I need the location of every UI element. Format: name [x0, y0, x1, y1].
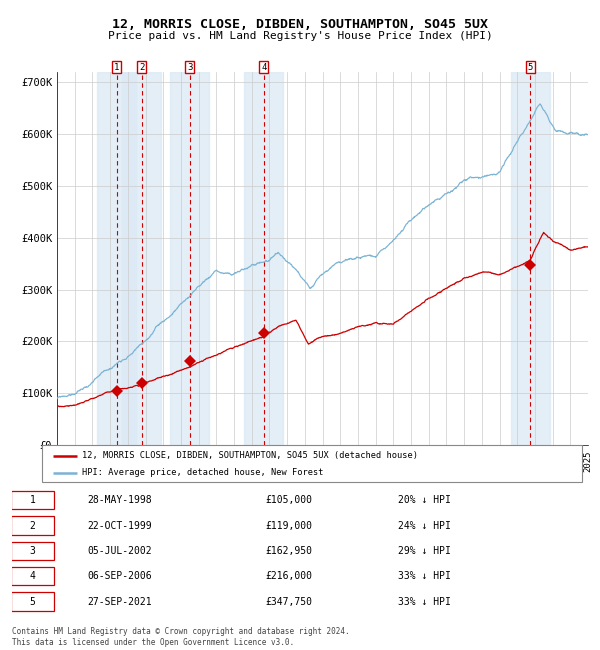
Text: Contains HM Land Registry data © Crown copyright and database right 2024.
This d: Contains HM Land Registry data © Crown c… [12, 627, 350, 647]
Text: 27-SEP-2021: 27-SEP-2021 [87, 597, 152, 606]
Text: 1: 1 [114, 62, 119, 72]
Text: 1: 1 [29, 495, 35, 505]
FancyBboxPatch shape [42, 445, 582, 482]
Text: 22-OCT-1999: 22-OCT-1999 [87, 521, 152, 530]
FancyBboxPatch shape [11, 567, 54, 586]
Text: 24% ↓ HPI: 24% ↓ HPI [398, 521, 451, 530]
Text: 3: 3 [29, 546, 35, 556]
Bar [511, 72, 550, 445]
Text: 20% ↓ HPI: 20% ↓ HPI [398, 495, 451, 505]
Text: 4: 4 [261, 62, 266, 72]
Text: 12, MORRIS CLOSE, DIBDEN, SOUTHAMPTON, SO45 5UX (detached house): 12, MORRIS CLOSE, DIBDEN, SOUTHAMPTON, S… [83, 451, 419, 460]
Text: 5: 5 [29, 597, 35, 606]
Text: 12, MORRIS CLOSE, DIBDEN, SOUTHAMPTON, SO45 5UX: 12, MORRIS CLOSE, DIBDEN, SOUTHAMPTON, S… [112, 18, 488, 31]
Text: 5: 5 [527, 62, 533, 72]
Text: 29% ↓ HPI: 29% ↓ HPI [398, 546, 451, 556]
Text: HPI: Average price, detached house, New Forest: HPI: Average price, detached house, New … [83, 469, 324, 477]
Text: 2: 2 [29, 521, 35, 530]
FancyBboxPatch shape [11, 541, 54, 560]
Text: 28-MAY-1998: 28-MAY-1998 [87, 495, 152, 505]
FancyBboxPatch shape [11, 516, 54, 535]
Text: 3: 3 [187, 62, 193, 72]
Bar [244, 72, 283, 445]
Text: 33% ↓ HPI: 33% ↓ HPI [398, 597, 451, 606]
FancyBboxPatch shape [11, 491, 54, 510]
Bar [170, 72, 209, 445]
Text: £162,950: £162,950 [265, 546, 313, 556]
Text: £119,000: £119,000 [265, 521, 313, 530]
Text: £347,750: £347,750 [265, 597, 313, 606]
FancyBboxPatch shape [11, 592, 54, 611]
Text: £105,000: £105,000 [265, 495, 313, 505]
Bar [122, 72, 161, 445]
Bar [97, 72, 136, 445]
Text: 2: 2 [139, 62, 145, 72]
Text: £216,000: £216,000 [265, 571, 313, 581]
Text: 33% ↓ HPI: 33% ↓ HPI [398, 571, 451, 581]
Text: 06-SEP-2006: 06-SEP-2006 [87, 571, 152, 581]
Text: Price paid vs. HM Land Registry's House Price Index (HPI): Price paid vs. HM Land Registry's House … [107, 31, 493, 41]
Text: 05-JUL-2002: 05-JUL-2002 [87, 546, 152, 556]
Text: 4: 4 [29, 571, 35, 581]
